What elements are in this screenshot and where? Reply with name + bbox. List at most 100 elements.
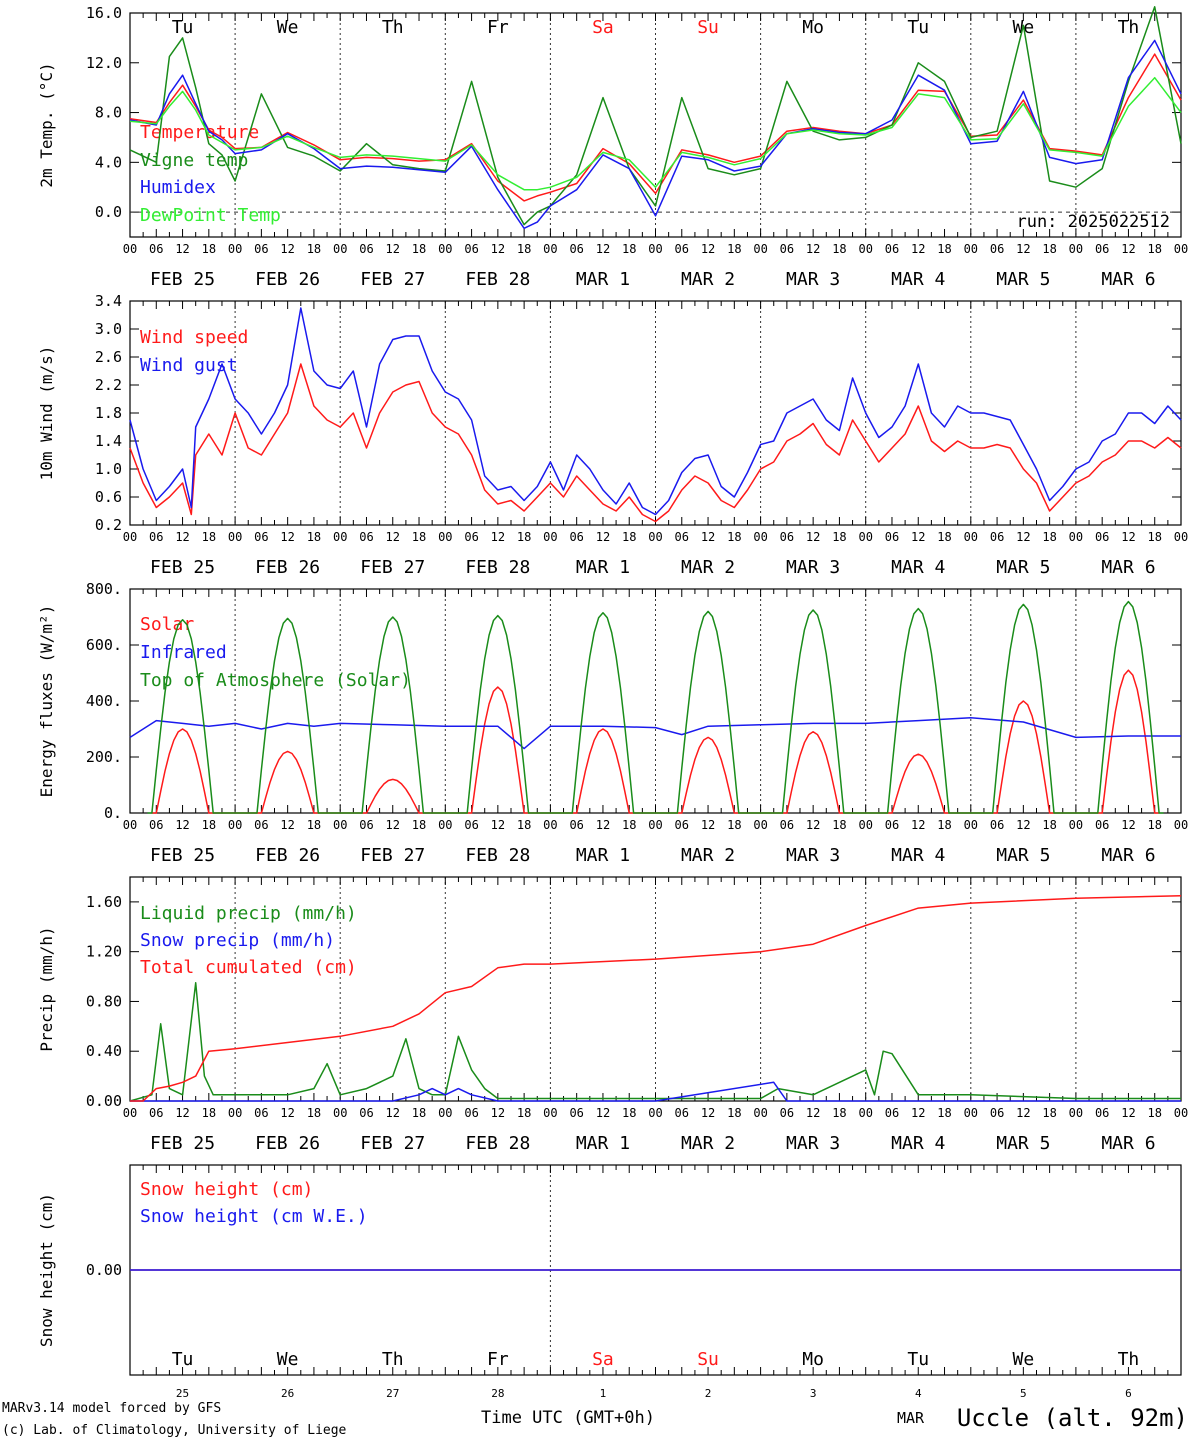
date-label: FEB 26: [255, 557, 320, 578]
hour-tick-label: 06: [1095, 530, 1109, 544]
day-name-label: Th: [382, 1349, 404, 1370]
hour-tick-label: 00: [858, 818, 872, 832]
date-label: FEB 26: [255, 1133, 320, 1154]
date-label: FEB 26: [255, 269, 320, 290]
legend-label: Snow height (cm W.E.): [140, 1206, 368, 1227]
hour-tick-label: 06: [1095, 242, 1109, 256]
y-tick-label: 0.80: [86, 992, 122, 1010]
hour-tick-label: 12: [806, 242, 820, 256]
hour-tick-label: 12: [491, 818, 505, 832]
hour-tick-label: 12: [1121, 1106, 1135, 1120]
hour-tick-label: 00: [1174, 1106, 1188, 1120]
hour-tick-label: 06: [990, 818, 1004, 832]
day-number-label: 3: [810, 1387, 817, 1400]
date-label: MAR 3: [786, 1133, 840, 1154]
date-label: FEB 27: [360, 1133, 425, 1154]
hour-tick-label: 12: [806, 530, 820, 544]
hour-tick-label: 00: [1069, 530, 1083, 544]
date-label: MAR 6: [1101, 845, 1155, 866]
legend-label: Solar: [140, 614, 194, 635]
legend-label: Temperature: [140, 122, 259, 143]
legend-label: Snow precip (mm/h): [140, 930, 335, 951]
hour-tick-label: 06: [990, 242, 1004, 256]
date-label: MAR 3: [786, 557, 840, 578]
hour-tick-label: 00: [543, 242, 557, 256]
date-label: MAR 4: [891, 557, 945, 578]
date-label: FEB 25: [150, 269, 215, 290]
day-name-label: Mo: [802, 17, 824, 38]
hour-tick-label: 06: [885, 818, 899, 832]
date-label: MAR 3: [786, 269, 840, 290]
day-name-label: We: [1013, 1349, 1035, 1370]
date-label: FEB 25: [150, 1133, 215, 1154]
date-label: MAR 3: [786, 845, 840, 866]
y-tick-label: 3.4: [95, 292, 122, 310]
legend-label: Humidex: [140, 177, 216, 198]
hour-tick-label: 18: [1147, 1106, 1161, 1120]
hour-tick-label: 18: [517, 818, 531, 832]
hour-tick-label: 06: [254, 818, 268, 832]
hour-tick-label: 00: [1069, 818, 1083, 832]
date-label: FEB 27: [360, 845, 425, 866]
legend-label: Infrared: [140, 642, 227, 663]
hour-tick-label: 06: [359, 530, 373, 544]
hour-tick-label: 12: [386, 530, 400, 544]
hour-tick-label: 00: [438, 1106, 452, 1120]
hour-tick-label: 18: [1147, 530, 1161, 544]
hour-tick-label: 18: [727, 1106, 741, 1120]
credit-line-2: (c) Lab. of Climatology, University of L…: [2, 1423, 347, 1438]
hour-tick-label: 06: [780, 242, 794, 256]
hour-tick-label: 06: [359, 242, 373, 256]
hour-tick-label: 18: [832, 242, 846, 256]
hour-tick-label: 00: [964, 242, 978, 256]
hour-tick-label: 18: [937, 818, 951, 832]
hour-tick-label: 12: [596, 242, 610, 256]
y-tick-label: 1.20: [86, 943, 122, 961]
hour-tick-label: 00: [858, 242, 872, 256]
day-name-label: Su: [697, 1349, 719, 1370]
hour-tick-label: 06: [569, 242, 583, 256]
hour-tick-label: 06: [149, 1106, 163, 1120]
day-name-label: Su: [697, 17, 719, 38]
hour-tick-label: 18: [832, 530, 846, 544]
hour-tick-label: 12: [911, 1106, 925, 1120]
hour-tick-label: 06: [359, 818, 373, 832]
credit-line-1: MARv3.14 model forced by GFS: [2, 1401, 221, 1416]
hour-tick-label: 12: [596, 818, 610, 832]
y-tick-label: 8.0: [95, 104, 122, 122]
hour-tick-label: 06: [885, 1106, 899, 1120]
day-number-label: 4: [915, 1387, 922, 1400]
date-label: MAR 1: [576, 557, 630, 578]
hour-tick-label: 00: [1174, 530, 1188, 544]
hour-tick-label: 12: [1121, 530, 1135, 544]
hour-tick-label: 18: [307, 1106, 321, 1120]
date-label: MAR 1: [576, 845, 630, 866]
hour-tick-label: 18: [517, 530, 531, 544]
panel-wind: 0.2 0.6 1.0 1.4 1.8 2.2 2.6 3.0 3.4 10m Wind (m/s…: [37, 292, 1188, 578]
y-tick-label: 16.0: [86, 4, 122, 22]
date-label: MAR 2: [681, 557, 735, 578]
date-label: MAR 4: [891, 1133, 945, 1154]
series-line-solar: [151, 669, 1160, 814]
hour-tick-label: 18: [832, 818, 846, 832]
y-tick-label: 0.: [104, 804, 122, 822]
series-line-dewpoint-temp: [129, 76, 1182, 191]
hour-tick-label: 18: [412, 1106, 426, 1120]
hour-tick-label: 18: [1042, 1106, 1056, 1120]
hour-tick-label: 00: [543, 1106, 557, 1120]
hour-tick-label: 06: [359, 1106, 373, 1120]
legend-label: Top of Atmosphere (Solar): [140, 670, 411, 691]
date-label: FEB 26: [255, 845, 320, 866]
hour-tick-label: 00: [123, 1106, 137, 1120]
hour-tick-label: 18: [1147, 818, 1161, 832]
panels-layer: 0.04.08.012.016.02m Temp. (°C)00 06 12 18 00…: [37, 4, 1188, 1400]
hour-tick-label: 12: [491, 530, 505, 544]
y-tick-label: 0.00: [86, 1261, 122, 1279]
hour-tick-label: 06: [990, 530, 1004, 544]
date-label: MAR 2: [681, 269, 735, 290]
date-label: MAR 6: [1101, 557, 1155, 578]
y-tick-label: 0.00: [86, 1092, 122, 1110]
date-label: FEB 28: [465, 269, 530, 290]
hour-tick-label: 18: [202, 1106, 216, 1120]
hour-tick-label: 06: [569, 1106, 583, 1120]
